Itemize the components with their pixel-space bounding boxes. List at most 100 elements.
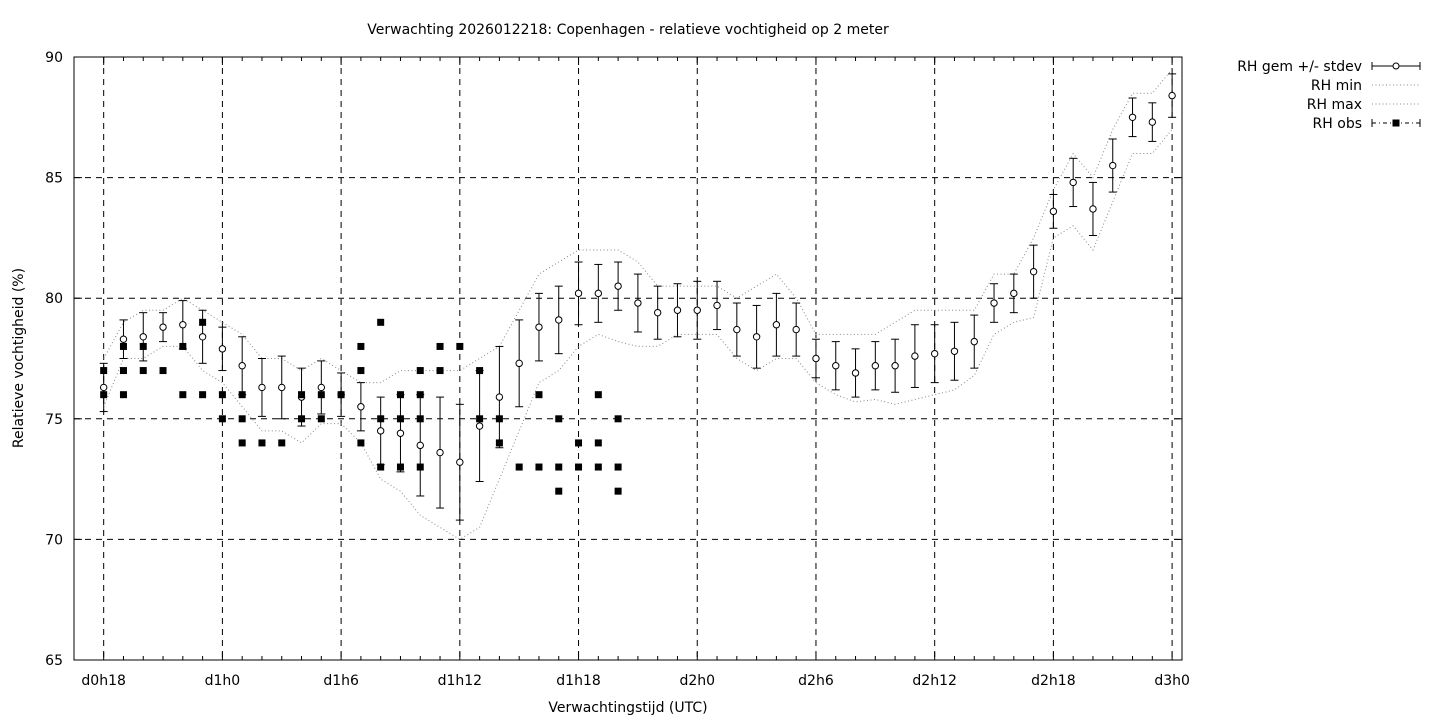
mean-point bbox=[752, 333, 761, 341]
legend-label: RH min bbox=[1311, 78, 1362, 94]
series-layer bbox=[99, 68, 1177, 540]
obs-point bbox=[159, 367, 167, 375]
obs-point bbox=[377, 415, 385, 423]
obs-point bbox=[535, 391, 543, 399]
obs-point bbox=[357, 367, 365, 375]
obs-point bbox=[555, 463, 563, 471]
obs-point bbox=[535, 463, 543, 471]
mean-point bbox=[99, 383, 108, 392]
obs-point bbox=[575, 463, 583, 471]
mean-point bbox=[515, 359, 523, 368]
obs-point bbox=[100, 391, 108, 399]
legend-label: RH gem +/- stdev bbox=[1237, 59, 1362, 75]
obs-point bbox=[377, 318, 385, 326]
obs-point bbox=[436, 367, 444, 375]
obs-point bbox=[594, 463, 602, 471]
mean-point bbox=[673, 306, 682, 314]
obs-point bbox=[238, 391, 246, 399]
obs-point bbox=[436, 342, 444, 350]
mean-point bbox=[376, 427, 385, 435]
obs-point bbox=[199, 391, 207, 399]
mean-point bbox=[198, 333, 207, 341]
x-tick-label: d1h18 bbox=[556, 673, 600, 689]
obs-point bbox=[456, 342, 464, 350]
obs-point bbox=[614, 463, 622, 471]
mean-point bbox=[1010, 289, 1018, 298]
mean-point bbox=[693, 306, 701, 314]
mean-point bbox=[495, 393, 504, 401]
obs-point bbox=[179, 342, 187, 350]
obs-point bbox=[317, 415, 325, 423]
y-tick-label: 75 bbox=[45, 412, 63, 428]
rh-min-line bbox=[103, 129, 1173, 540]
mean-point bbox=[1049, 207, 1058, 216]
obs-point bbox=[614, 487, 622, 495]
obs-point bbox=[555, 415, 563, 423]
mean-point bbox=[357, 403, 365, 411]
mean-point bbox=[614, 282, 622, 290]
obs-point bbox=[495, 439, 503, 447]
obs-point bbox=[416, 463, 424, 471]
axis-ticks: d0h18 d1h0 d1h6 d1h12 d1h18 d2h0 d2h6 d2h12 d2h1… bbox=[45, 50, 1190, 689]
mean-point bbox=[1148, 118, 1157, 126]
mean-point bbox=[911, 352, 919, 360]
legend-swatch-marker bbox=[1392, 119, 1400, 127]
obs-point bbox=[238, 439, 246, 447]
mean-point bbox=[258, 383, 266, 392]
mean-point bbox=[851, 369, 860, 377]
legend-label: RH max bbox=[1307, 97, 1362, 113]
mean-point bbox=[436, 448, 444, 457]
obs-point bbox=[218, 391, 226, 399]
obs-point bbox=[298, 415, 306, 423]
y-axis-label: Relatieve vochtigheid (%) bbox=[11, 268, 27, 448]
y-tick-label: 80 bbox=[45, 291, 63, 307]
obs-point bbox=[495, 415, 503, 423]
mean-point bbox=[970, 337, 978, 346]
obs-point bbox=[119, 367, 127, 375]
mean-point bbox=[119, 335, 128, 343]
obs-point bbox=[337, 391, 345, 399]
obs-point bbox=[139, 342, 147, 350]
rh-max-line bbox=[103, 68, 1173, 384]
obs-point bbox=[119, 391, 127, 399]
mean-point bbox=[396, 429, 405, 437]
obs-point bbox=[238, 415, 246, 423]
x-tick-label: d3h0 bbox=[1154, 673, 1190, 689]
x-axis-label: Verwachtingstijd (UTC) bbox=[548, 700, 707, 716]
plot-frame bbox=[73, 56, 1183, 661]
mean-point bbox=[634, 299, 642, 307]
mean-point bbox=[891, 362, 899, 370]
chart-title: Verwachting 2026012218: Copenhagen - rel… bbox=[367, 22, 889, 38]
obs-point bbox=[555, 487, 563, 495]
x-tick-label: d2h18 bbox=[1031, 673, 1075, 689]
y-tick-label: 65 bbox=[45, 653, 63, 669]
mean-point bbox=[278, 383, 286, 392]
obs-point bbox=[476, 415, 484, 423]
obs-point bbox=[416, 415, 424, 423]
obs-point bbox=[594, 391, 602, 399]
mean-point bbox=[594, 289, 603, 298]
x-tick-label: d1h6 bbox=[323, 673, 359, 689]
mean-point bbox=[456, 458, 464, 466]
mean-point bbox=[772, 321, 781, 329]
obs-point bbox=[594, 439, 602, 447]
mean-point bbox=[218, 345, 227, 353]
mean-point bbox=[1069, 178, 1077, 187]
mean-point bbox=[179, 321, 187, 329]
obs-point bbox=[614, 415, 622, 423]
mean-point bbox=[475, 422, 484, 430]
mean-point bbox=[930, 349, 939, 358]
grid-lines bbox=[74, 57, 1182, 660]
x-tick-label: d0h18 bbox=[81, 673, 125, 689]
x-tick-label: d2h0 bbox=[679, 673, 715, 689]
mean-point bbox=[1128, 113, 1137, 122]
obs-point bbox=[218, 415, 226, 423]
obs-point bbox=[179, 391, 187, 399]
mean-point bbox=[1168, 91, 1176, 100]
mean-point bbox=[832, 362, 840, 370]
obs-point bbox=[100, 367, 108, 375]
obs-point bbox=[357, 342, 365, 350]
mean-point bbox=[159, 323, 167, 331]
x-tick-label: d2h6 bbox=[798, 673, 834, 689]
obs-point bbox=[357, 439, 365, 447]
